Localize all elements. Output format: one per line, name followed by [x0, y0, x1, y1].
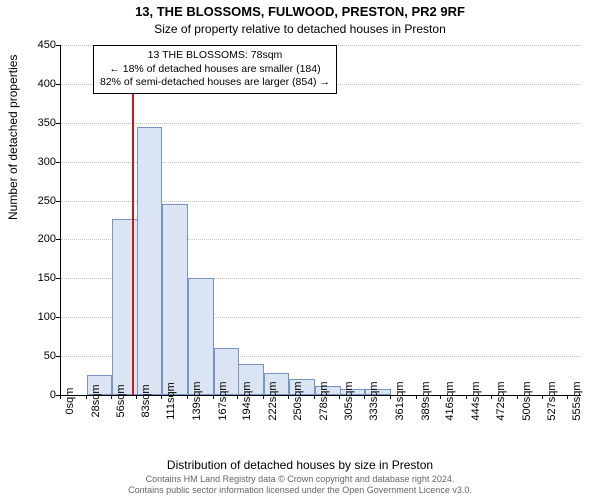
- y-tick-label: 150: [34, 272, 56, 284]
- x-tick-mark: [111, 395, 112, 399]
- x-tick-label: 194sqm: [241, 381, 253, 420]
- y-tick-mark: [56, 84, 60, 85]
- x-tick-label: 361sqm: [394, 381, 406, 420]
- plot-area: 13 THE BLOSSOMS: 78sqm← 18% of detached …: [60, 45, 581, 396]
- y-axis-label: Number of detached properties: [6, 55, 20, 220]
- x-tick-mark: [491, 395, 492, 399]
- chart-container: 13, THE BLOSSOMS, FULWOOD, PRESTON, PR2 …: [0, 0, 600, 500]
- x-tick-label: 250sqm: [292, 381, 304, 420]
- grid-line: [61, 123, 581, 124]
- x-tick-mark: [136, 395, 137, 399]
- y-tick-mark: [56, 123, 60, 124]
- x-tick-label: 111sqm: [165, 382, 177, 420]
- x-tick-mark: [213, 395, 214, 399]
- property-annotation-box: 13 THE BLOSSOMS: 78sqm← 18% of detached …: [93, 45, 337, 94]
- x-tick-label: 222sqm: [267, 381, 279, 420]
- y-tick-mark: [56, 356, 60, 357]
- chart-subtitle: Size of property relative to detached ho…: [0, 22, 600, 36]
- x-tick-label: 139sqm: [191, 381, 203, 420]
- x-tick-mark: [364, 395, 365, 399]
- x-tick-mark: [237, 395, 238, 399]
- x-tick-mark: [187, 395, 188, 399]
- x-tick-mark: [466, 395, 467, 399]
- x-tick-mark: [567, 395, 568, 399]
- x-tick-mark: [263, 395, 264, 399]
- y-tick-label: 200: [34, 233, 56, 245]
- x-tick-mark: [288, 395, 289, 399]
- x-tick-mark: [440, 395, 441, 399]
- footer-line-1: Contains HM Land Registry data © Crown c…: [146, 474, 455, 484]
- annotation-line: ← 18% of detached houses are smaller (18…: [100, 63, 330, 77]
- x-tick-mark: [339, 395, 340, 399]
- y-tick-label: 0: [34, 389, 56, 401]
- x-tick-label: 333sqm: [368, 381, 380, 420]
- y-tick-label: 450: [34, 39, 56, 51]
- histogram-bar: [137, 127, 163, 395]
- histogram-bar: [162, 204, 188, 395]
- x-tick-mark: [416, 395, 417, 399]
- y-tick-label: 400: [34, 78, 56, 90]
- x-tick-label: 472sqm: [495, 381, 507, 420]
- y-tick-mark: [56, 317, 60, 318]
- x-tick-label: 416sqm: [444, 381, 456, 420]
- x-tick-label: 83sqm: [140, 384, 152, 417]
- x-tick-label: 167sqm: [217, 381, 229, 420]
- y-tick-mark: [56, 162, 60, 163]
- x-tick-mark: [314, 395, 315, 399]
- x-tick-mark: [390, 395, 391, 399]
- y-tick-mark: [56, 201, 60, 202]
- x-axis-label: Distribution of detached houses by size …: [0, 458, 600, 472]
- y-tick-label: 100: [34, 311, 56, 323]
- y-tick-label: 250: [34, 195, 56, 207]
- y-tick-mark: [56, 45, 60, 46]
- y-tick-label: 350: [34, 117, 56, 129]
- chart-title: 13, THE BLOSSOMS, FULWOOD, PRESTON, PR2 …: [0, 4, 600, 19]
- y-tick-label: 50: [34, 350, 56, 362]
- x-tick-label: 555sqm: [571, 381, 583, 420]
- x-tick-mark: [60, 395, 61, 399]
- x-tick-label: 444sqm: [470, 381, 482, 420]
- y-tick-mark: [56, 239, 60, 240]
- x-tick-mark: [86, 395, 87, 399]
- y-tick-label: 300: [34, 156, 56, 168]
- footer-line-2: Contains public sector information licen…: [128, 485, 472, 495]
- y-tick-mark: [56, 278, 60, 279]
- property-marker-line: [132, 45, 134, 395]
- annotation-line: 82% of semi-detached houses are larger (…: [100, 76, 330, 90]
- x-tick-label: 0sqm: [64, 388, 76, 415]
- histogram-bar: [188, 278, 214, 395]
- x-tick-label: 389sqm: [420, 381, 432, 420]
- x-tick-label: 278sqm: [318, 381, 330, 420]
- x-tick-label: 305sqm: [343, 381, 355, 420]
- x-tick-mark: [517, 395, 518, 399]
- x-tick-mark: [542, 395, 543, 399]
- annotation-line: 13 THE BLOSSOMS: 78sqm: [100, 49, 330, 63]
- x-tick-label: 500sqm: [521, 381, 533, 420]
- x-tick-label: 28sqm: [90, 384, 102, 417]
- x-tick-mark: [161, 395, 162, 399]
- x-tick-label: 527sqm: [546, 381, 558, 420]
- x-tick-label: 56sqm: [115, 384, 127, 417]
- footer-attribution: Contains HM Land Registry data © Crown c…: [0, 474, 600, 497]
